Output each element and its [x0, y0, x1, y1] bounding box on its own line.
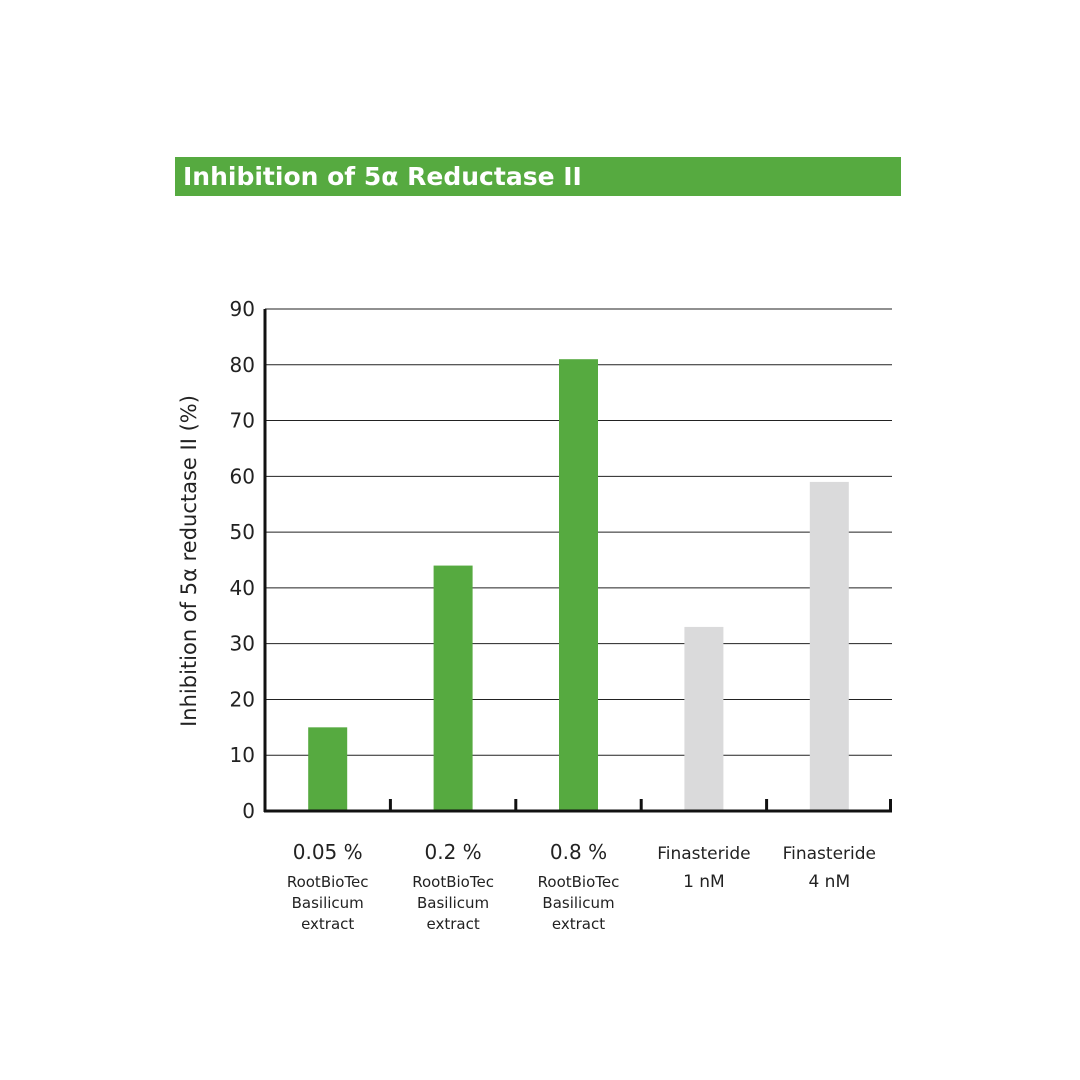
bar [684, 626, 724, 811]
bar [308, 727, 348, 811]
category-label-line1: Finasteride [783, 844, 876, 864]
category-label-line1: 0.05 % [293, 840, 363, 864]
category-label-line2: 1 nM [683, 872, 725, 892]
category-label-line2: RootBioTec [538, 873, 620, 891]
category-label-line2: 4 nM [808, 872, 850, 892]
y-tick-label: 90 [230, 297, 255, 321]
category-label-line1: Finasteride [657, 844, 750, 864]
category-label-line3: Basilicum [417, 894, 489, 912]
y-tick-label: 30 [230, 632, 255, 656]
y-tick-label: 80 [230, 353, 255, 377]
y-tick-label: 0 [242, 799, 255, 823]
category-label-line4: extract [552, 915, 605, 933]
bar [559, 359, 598, 811]
category-label-line2: RootBioTec [412, 873, 494, 891]
y-tick-label: 70 [230, 409, 255, 433]
category-label-line3: Basilicum [292, 894, 364, 912]
y-axis-label: Inhibition of 5α reductase II (%) [177, 395, 201, 727]
category-label-line4: extract [301, 915, 354, 933]
category-label-line3: Basilicum [542, 894, 614, 912]
y-tick-label: 50 [230, 520, 255, 544]
y-tick-label: 60 [230, 464, 255, 488]
category-label-line1: 0.2 % [425, 840, 482, 864]
y-tick-label: 40 [230, 576, 255, 600]
category-label-line4: extract [426, 915, 479, 933]
chart-title: Inhibition of 5α Reductase II [183, 162, 582, 191]
category-label-line1: 0.8 % [550, 840, 607, 864]
chart-title-bar: Inhibition of 5α Reductase II [175, 157, 901, 196]
bar [433, 565, 473, 811]
y-tick-label: 10 [230, 743, 255, 767]
y-tick-label: 20 [230, 687, 255, 711]
category-label-line2: RootBioTec [287, 873, 369, 891]
bar [809, 481, 849, 811]
